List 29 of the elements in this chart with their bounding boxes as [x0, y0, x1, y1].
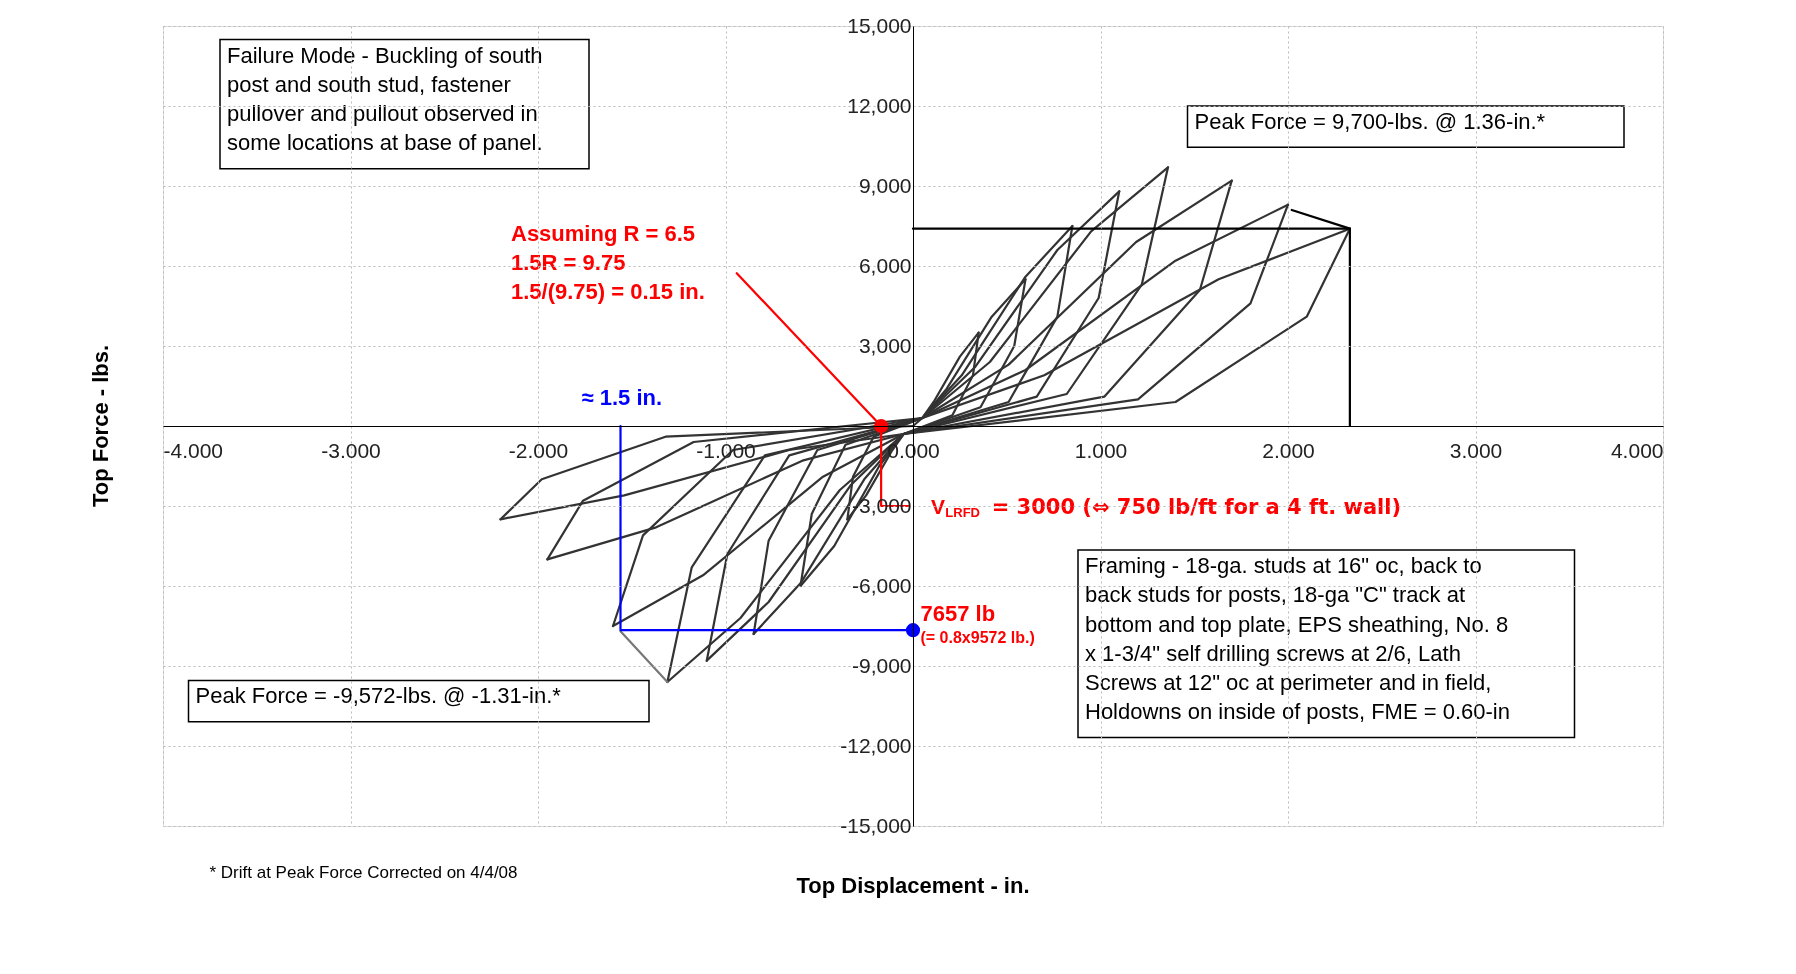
x-tick-label: -2.000: [508, 438, 569, 462]
y-tick-label: 12,000: [847, 93, 912, 117]
y-tick-label: 3,000: [858, 333, 912, 357]
annotation: 7657 lb: [920, 600, 996, 626]
x-tick-label: 2.000: [1262, 438, 1315, 462]
y-tick-label: 6,000: [858, 253, 912, 277]
y-tick-label: -6,000: [851, 573, 912, 597]
annotation: Peak Force = -9,572-lbs. @ -1.31-in.*: [195, 683, 562, 709]
y-tick-label: -9,000: [851, 653, 912, 677]
x-tick-label: -4.000: [163, 438, 224, 462]
annotation: Failure Mode - Buckling of south post and south stud, fastener pullover and pullout observed in some locations at base of panel.: [227, 42, 543, 156]
annotation: ≈ 1.5 in.: [581, 385, 663, 411]
x-tick-label: 4.000: [1610, 438, 1664, 462]
y-tick-label: -15,000: [840, 813, 912, 837]
text: * Drift at Peak Force Corrected on 4/4/08: [209, 863, 518, 883]
annotation: Framing - 18-ga. studs at 16" oc, back to back studs for posts, 18-ga "C" track at bottom and top plate, EPS sheathing, No. 8 x 1-3/4" self drilling screws at 2/6, Lath Screws at 12" oc at perimeter and in field, Holdowns on inside of posts, FME = 0.60-in: [1085, 553, 1510, 725]
y-axis-title: Top Force - lbs.: [88, 344, 113, 508]
annotation: Peak Force = 9,700-lbs. @ 1.36-in.*: [1194, 109, 1546, 134]
x-axis-title: Top Displacement - in.: [796, 873, 1030, 898]
x-tick-label: 3.000: [1449, 438, 1503, 462]
annotation: 1.5/(9.75) = 0.15 in.: [511, 279, 705, 304]
annotation: (= 0.8x9572 lb.): [920, 629, 1035, 646]
x-tick-label: -3.000: [321, 438, 381, 462]
y-tick-label: 15,000: [847, 13, 912, 37]
y-tick-label: -12,000: [840, 733, 912, 757]
annotation: Assuming R = 6.5: [511, 221, 696, 247]
x-tick-label: 1.000: [1074, 438, 1128, 462]
y-tick-label: 9,000: [858, 173, 912, 197]
annotation: 1.5R = 9.75: [511, 250, 626, 276]
